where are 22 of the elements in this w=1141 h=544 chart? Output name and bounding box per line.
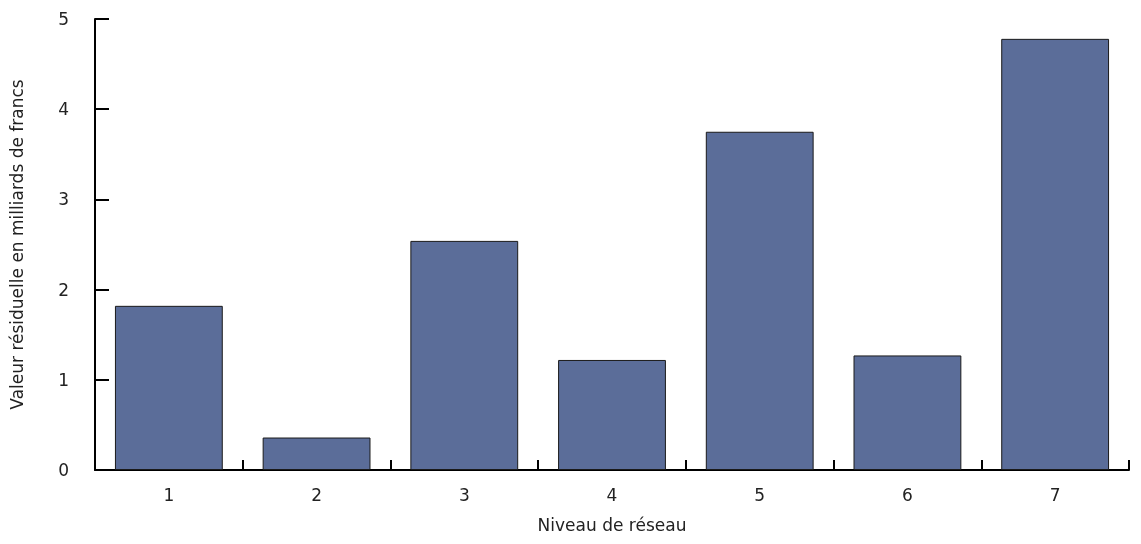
x-tick-label: 2 [311,484,322,505]
y-tick-label: 2 [58,279,69,300]
y-axis-title: Valeur résiduelle en milliards de francs [6,79,27,410]
x-tick-label: 1 [163,484,175,505]
bar [558,359,666,470]
x-axis-title: Niveau de réseau [537,514,687,535]
y-tick-label: 4 [58,99,69,120]
y-tick-label: 1 [58,369,69,390]
x-tick-label: 3 [458,484,470,505]
y-tick-label: 3 [58,189,69,210]
y-tick-label: 0 [58,460,69,480]
x-tick-label: 4 [606,484,618,505]
x-tick-label: 5 [754,484,766,505]
x-tick-label: 6 [902,484,913,505]
y-tick-label: 5 [58,9,69,29]
x-tick-label: 7 [1049,484,1061,505]
bar [114,305,223,470]
bar [262,437,371,470]
bar [705,131,814,470]
bar [853,355,962,470]
bar [410,240,519,470]
bar [1001,38,1110,470]
